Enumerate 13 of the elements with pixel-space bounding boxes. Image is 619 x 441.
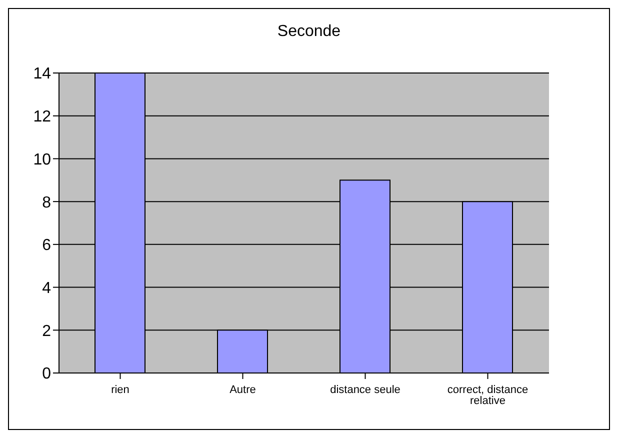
x-tick-label: Autre — [230, 384, 256, 396]
y-tick-label: 6 — [42, 237, 52, 254]
y-tick-label: 2 — [42, 322, 52, 340]
y-tick-label: 0 — [42, 366, 52, 383]
y-tick-label: 14 — [33, 66, 52, 83]
y-tick-label: 12 — [33, 108, 52, 126]
y-tick-label: 4 — [42, 280, 52, 297]
x-tick-label: distance seule — [330, 384, 400, 396]
chart-title: Seconde — [276, 22, 342, 42]
y-tick-label: 10 — [33, 151, 52, 168]
y-tick-label: 8 — [42, 194, 52, 212]
x-tick-label: rien — [111, 384, 130, 396]
x-tick-label: correct, distance relative — [447, 384, 528, 407]
